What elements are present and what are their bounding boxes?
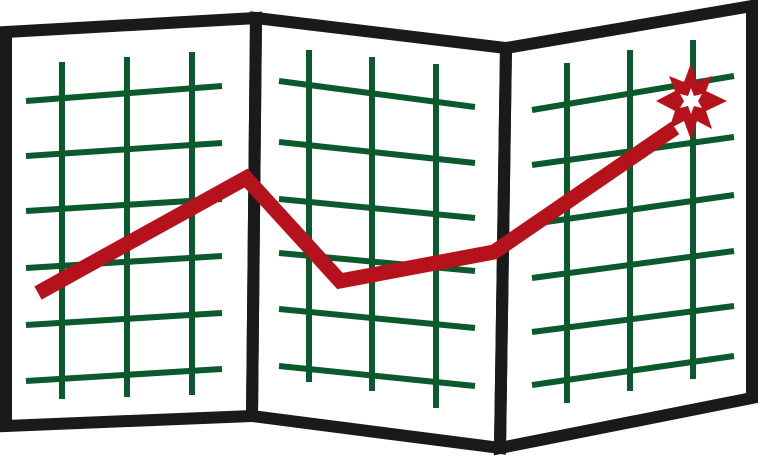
map-panel-left [6, 18, 256, 426]
map-panel-middle [252, 18, 506, 448]
map-panels-fill [6, 6, 752, 448]
route-line [34, 121, 680, 300]
map-frame-right [493, 0, 758, 456]
destination-star-center [680, 88, 702, 114]
